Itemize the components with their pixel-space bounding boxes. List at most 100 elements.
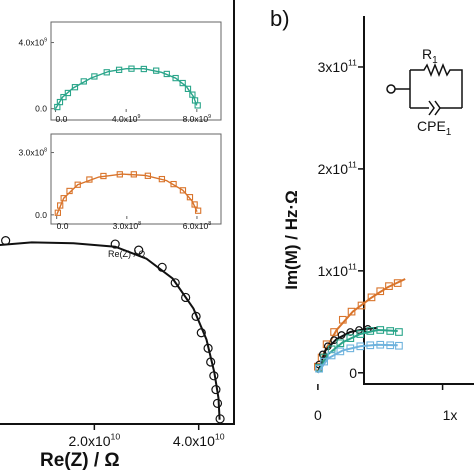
data-point-0-5 — [80, 78, 87, 85]
fit-line-0 — [54, 67, 198, 110]
data-point-3-1 — [320, 357, 328, 366]
panel-a-main-plot: 2.0x1010 4.0x1010 Re(Z) / Ω — [0, 0, 235, 471]
data-point-2-3 — [336, 339, 345, 348]
panel-b-y-tick-label-1-mantissa: 1x10 — [318, 263, 349, 279]
data-point-0-10 — [393, 279, 402, 287]
panel-a-x-tick-label-1-exponent: 10 — [215, 432, 225, 442]
inset-top-frame — [50, 21, 222, 121]
data-point-0-3 — [330, 328, 338, 336]
inset-bottom-x-tick-label-2-exponent: 8 — [208, 221, 211, 227]
panel-b-x-tick-label-0: 0 — [314, 407, 322, 423]
inset-top-y-tick-label-1: 4.0x109 — [19, 38, 48, 48]
resistor-r1 — [410, 62, 463, 108]
inset-bottom-x-tick-label-1-exponent: 8 — [138, 221, 141, 227]
data-point-2-7 — [376, 326, 385, 334]
panel-b-y-tick-label-1: 1x1011 — [318, 262, 358, 279]
data-point-3-9 — [395, 341, 403, 350]
fit-line-0 — [0, 241, 221, 420]
data-point-3-6 — [366, 341, 375, 350]
data-point-0-12 — [163, 70, 170, 78]
panel-a-data-layer: 2.0x1010 4.0x1010 — [0, 236, 225, 449]
data-point-2-8 — [386, 327, 395, 335]
panel-b-label: b) — [270, 6, 290, 31]
data-point-0-8 — [376, 287, 385, 296]
data-point-0-1 — [57, 202, 64, 209]
data-point-0-2 — [110, 239, 120, 249]
cpe-label: CPE1 — [417, 118, 452, 138]
inset-bottom-x-axis-label: Re(Z) / Ω — [108, 249, 145, 259]
data-point-0-11 — [209, 371, 219, 381]
data-point-0-7 — [367, 293, 376, 302]
resistor-label-sub: 1 — [432, 55, 438, 66]
data-point-3-4 — [346, 344, 355, 353]
panel-b-y-tick-label-0-mantissa: 0 — [349, 365, 357, 381]
data-point-0-12 — [211, 384, 221, 395]
data-point-0-4 — [74, 181, 81, 188]
fit-line-2 — [317, 328, 398, 374]
data-point-0-0 — [54, 209, 61, 216]
data-point-3-8 — [386, 341, 395, 350]
inset-top-x-tick-label-2: 8.0x109 — [183, 114, 212, 124]
data-point-0-7 — [116, 171, 123, 178]
data-point-0-6 — [181, 292, 191, 303]
data-point-1-4 — [337, 331, 346, 339]
data-point-0-8 — [130, 171, 137, 178]
inset-bottom-x-tick-label-2-mantissa: 6.0x10 — [183, 221, 209, 231]
panel-b-y-tick-label-1-exponent: 11 — [348, 262, 357, 272]
data-point-0-5 — [347, 307, 356, 316]
inset-top-y-tick-label-1-mantissa: 4.0x10 — [19, 38, 45, 48]
data-point-0-1 — [56, 98, 64, 106]
equivalent-circuit: R1 CPE1 — [386, 46, 463, 138]
data-point-0-13 — [186, 194, 194, 201]
data-point-0-13 — [172, 74, 179, 82]
data-point-0-5 — [86, 176, 93, 183]
panel-b-y-tick-label-3: 3x1011 — [318, 58, 358, 75]
cpe-label-main: CPE — [417, 118, 446, 134]
data-point-0-6 — [100, 172, 107, 180]
data-point-0-1 — [1, 236, 11, 246]
panel-b-y-axis-label: Im(M) / Hz·Ω — [282, 190, 301, 290]
inset-top-x-tick-label-2-exponent: 9 — [208, 114, 211, 120]
inset-bottom-frame — [50, 133, 222, 225]
data-point-0-7 — [103, 69, 110, 76]
data-point-0-9 — [144, 172, 152, 179]
data-point-0-11 — [153, 67, 160, 74]
data-point-0-9 — [128, 65, 135, 72]
data-point-0-10 — [140, 65, 147, 73]
data-point-0-3 — [66, 187, 73, 195]
circuit-terminal — [386, 84, 396, 94]
data-point-0-11 — [170, 180, 177, 188]
inset-top-x-tick-label-1-mantissa: 4.0x10 — [112, 114, 138, 124]
inset-top-x-tick-label-1: 4.0x109 — [112, 114, 141, 124]
inset-bottom-y-tick-label-0: 0.0 — [35, 210, 47, 220]
data-point-0-10 — [158, 175, 166, 183]
data-point-0-5 — [170, 278, 180, 288]
data-point-0-14 — [191, 201, 198, 208]
data-point-0-4 — [71, 84, 79, 91]
data-point-0-2 — [60, 195, 67, 202]
cpe-left-plate — [428, 100, 435, 116]
cpe-right-plate — [434, 100, 441, 116]
data-point-1-6 — [355, 326, 363, 334]
panel-b-x-tick-label-0-mantissa: 0 — [314, 407, 322, 423]
resistor-label-main: R — [422, 46, 432, 62]
data-point-2-5 — [356, 330, 365, 338]
panel-b-y-tick-label-2-mantissa: 2x10 — [318, 161, 349, 177]
data-point-0-9 — [203, 343, 213, 353]
panel-b-y-tick-label-2: 2x1011 — [318, 160, 358, 177]
data-point-2-9 — [395, 328, 403, 336]
data-point-0-6 — [91, 73, 98, 80]
panel-a-x-tick-label-0-mantissa: 2.0x10 — [68, 433, 110, 449]
data-point-0-18 — [194, 102, 201, 109]
data-point-3-3 — [336, 347, 345, 356]
cpe-label-sub: 1 — [446, 127, 452, 138]
data-point-0-13 — [212, 398, 223, 408]
data-point-3-5 — [356, 342, 365, 351]
data-point-0-16 — [189, 91, 196, 98]
inset-bottom-x-tick-label-1-mantissa: 3.0x10 — [113, 221, 139, 231]
inset-bottom-x-tick-label-0: 0.0 — [57, 221, 69, 231]
